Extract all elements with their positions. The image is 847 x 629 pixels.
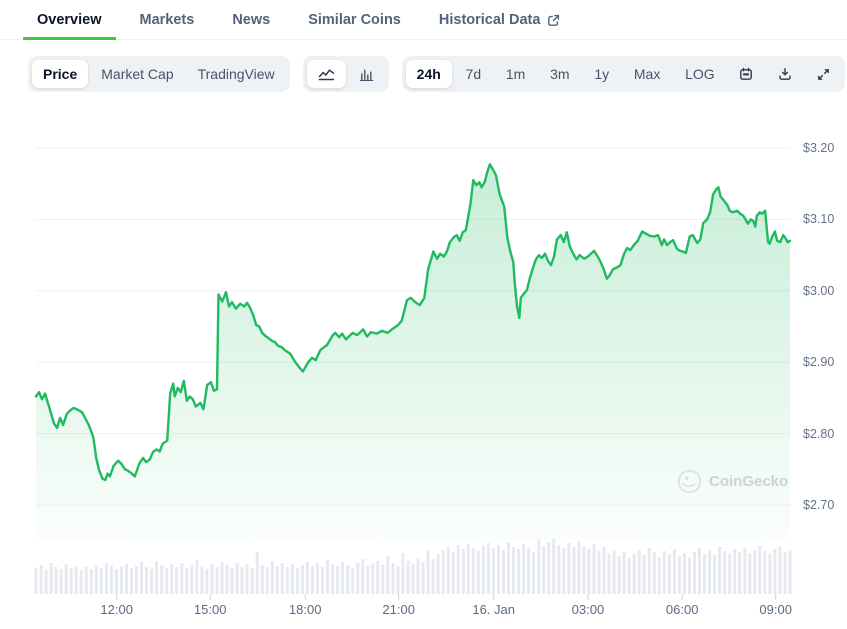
x-axis-label: 06:00 <box>665 602 699 617</box>
time-range-group: 24h 7d 1m 3m 1y Max LOG <box>401 56 845 92</box>
y-axis-label: $3.20 <box>803 141 835 155</box>
y-axis-label: $3.10 <box>803 212 835 227</box>
tab-overview[interactable]: Overview <box>23 8 116 40</box>
x-axis-label: 18:00 <box>288 602 322 617</box>
tab-overview-label: Overview <box>37 12 102 28</box>
volume-bars <box>34 539 792 594</box>
tab-historical-data[interactable]: Historical Data <box>425 8 575 40</box>
tab-news-label: News <box>232 12 271 28</box>
x-axis-label: 15:00 <box>193 602 227 617</box>
expand-button[interactable] <box>806 60 841 88</box>
line-chart-type-button[interactable] <box>306 60 346 88</box>
tab-bar: Overview Markets News Similar Coins Hist… <box>0 0 847 40</box>
x-tick-marks <box>116 594 777 600</box>
bar-chart-type-button[interactable] <box>348 60 385 88</box>
range-max-button[interactable]: Max <box>623 60 671 88</box>
range-24h-button[interactable]: 24h <box>405 60 452 88</box>
x-axis-label: 09:00 <box>759 602 792 617</box>
metric-toggle-group: Price Market Cap TradingView <box>28 56 290 92</box>
tab-markets[interactable]: Markets <box>126 8 209 40</box>
market-cap-button[interactable]: Market Cap <box>90 60 184 88</box>
tab-similar-coins[interactable]: Similar Coins <box>294 8 415 40</box>
bar-chart-icon <box>359 67 374 81</box>
y-axis-label: $2.80 <box>803 426 835 441</box>
coingecko-watermark: CoinGecko <box>677 469 788 494</box>
calendar-icon <box>739 67 753 81</box>
tab-similar-coins-label: Similar Coins <box>308 12 401 28</box>
range-1y-button[interactable]: 1y <box>583 60 620 88</box>
log-scale-button[interactable]: LOG <box>674 60 726 88</box>
y-axis-label: $2.90 <box>803 355 835 370</box>
calendar-button[interactable] <box>728 60 764 88</box>
external-link-icon <box>547 14 560 27</box>
y-axis-label: $3.00 <box>803 283 835 298</box>
line-chart-icon <box>318 67 335 81</box>
x-axis-label: 16. Jan <box>472 602 515 617</box>
price-line <box>34 163 792 482</box>
coingecko-logo-icon <box>677 469 702 494</box>
expand-icon <box>817 68 830 81</box>
price-area <box>36 164 790 540</box>
tab-markets-label: Markets <box>139 12 195 28</box>
chart-type-group <box>302 56 389 92</box>
download-button[interactable] <box>767 60 803 88</box>
range-3m-button[interactable]: 3m <box>539 60 580 88</box>
range-7d-button[interactable]: 7d <box>455 60 493 88</box>
tab-news[interactable]: News <box>218 8 284 40</box>
tab-historical-data-label: Historical Data <box>438 12 541 28</box>
download-icon <box>778 67 792 81</box>
x-axis-label: 12:00 <box>100 602 133 617</box>
tradingview-button[interactable]: TradingView <box>187 60 286 88</box>
x-axis-label: 21:00 <box>382 602 415 617</box>
price-button[interactable]: Price <box>32 60 89 88</box>
watermark-text: CoinGecko <box>709 473 789 490</box>
x-axis-label: 03:00 <box>571 602 605 617</box>
range-1m-button[interactable]: 1m <box>495 60 536 88</box>
y-axis-label: $2.70 <box>803 498 835 512</box>
chart-toolbar: Price Market Cap TradingView <box>28 56 845 92</box>
